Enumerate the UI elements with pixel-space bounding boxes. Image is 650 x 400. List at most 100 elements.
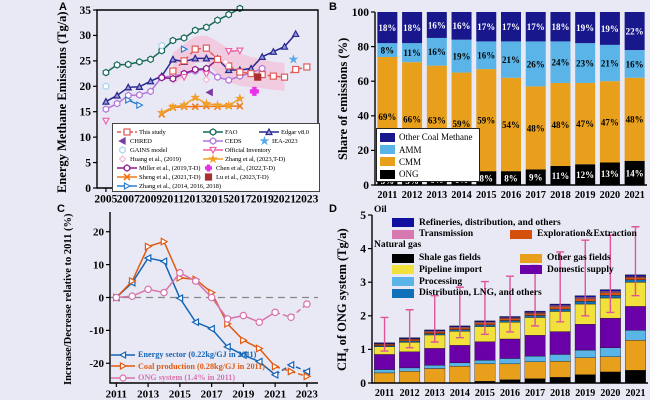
circle-marker-icon [111,374,135,382]
legend-label: Energy sector (0.22kg/GJ in 2011) [138,350,257,360]
svg-text:2017: 2017 [228,194,251,206]
svg-text:2011: 2011 [377,190,397,201]
tri-right-marker-icon [111,362,135,371]
hexagon-marker-icon [119,146,126,154]
legend-label: Lu et al., (2023,T-D) [216,173,269,181]
panel-a-legend-entry: Edgar v8.0 [259,127,309,137]
legend-label: Shale gas fields [419,253,481,264]
svg-text:2021: 2021 [625,388,645,399]
svg-text:2015: 2015 [475,388,495,399]
svg-text:16%: 16% [428,47,446,57]
legend-label: IEA-2023 [272,137,298,145]
svg-text:8%: 8% [381,45,395,55]
svg-text:2019: 2019 [575,388,595,399]
distribution-lng-swatch-icon [392,288,414,298]
panel-a-legend-entry: Sheng et al., (2021,T-D) [117,172,201,182]
svg-text:40: 40 [358,111,370,123]
panel-a-legend-entry: Official Inventory [203,145,271,155]
svg-text:-10: -10 [89,325,104,337]
svg-text:21%: 21% [502,55,520,65]
svg-text:63%: 63% [428,116,446,126]
svg-text:2016: 2016 [500,388,520,399]
panel-a-label: A [59,1,67,13]
svg-text:1: 1 [360,344,366,356]
svg-text:2014: 2014 [450,388,470,399]
panel-b-label: B [329,1,337,13]
panel-c-legend: Energy sector (0.22kg/GJ in 2011) Coal pr… [111,349,321,384]
svg-text:16%: 16% [626,59,644,69]
legend-header-oil: Oil [374,205,387,215]
legend-label: Official Inventory [225,146,271,154]
svg-text:2021: 2021 [624,190,645,201]
svg-text:10: 10 [80,132,92,144]
legend-entry-exploration: Exploration&Extraction [510,229,637,239]
svg-text:2013: 2013 [137,389,160,400]
legend-entry-shale-gas: Shale gas fields [392,253,520,263]
legend-entry-amm: AMM [380,143,479,155]
refineries-swatch-icon [392,218,414,228]
star-marker-icon [203,154,223,164]
panel-a-legend-entry: Zhang et al., (2014, 2016, 2018) [117,181,221,191]
legend-label: AMM [399,144,422,155]
plus-marker-icon [205,164,212,172]
svg-text:0: 0 [363,180,369,192]
svg-text:2020: 2020 [600,388,620,399]
legend-label: Transmission [419,229,474,240]
svg-text:15: 15 [80,107,92,119]
svg-text:30: 30 [80,30,92,42]
legend-entry-processing: Processing [374,276,648,288]
legend-label: GAINS model [130,146,168,154]
legend-label: CEDS [225,137,242,145]
svg-text:19%: 19% [453,52,471,62]
pipeline-import-swatch-icon [392,265,414,275]
panel-d-label: D [329,203,337,215]
panel-a-legend: This study FAO Edgar v8.0 CHRED CEDS IEA-2023… [112,123,320,192]
svg-text:18%: 18% [378,23,396,33]
ong-swatch-icon [380,169,395,179]
svg-text:59%: 59% [453,119,471,129]
svg-text:2017: 2017 [525,190,546,201]
svg-text:2015: 2015 [206,194,229,206]
legend-entry-domestic-supply: Domestic supply [520,265,614,275]
tri-left-marker-icon [118,136,126,146]
svg-text:24%: 24% [551,58,569,68]
legend-label: ONG system (1.4% in 2011) [138,373,236,383]
panel-c-ylabel: Increase/Decrease relative to 2011 (%) [63,213,74,385]
legend-label: CHRED [130,137,152,145]
panel-a-legend-entry: Miller et al., (2019,T-D) [117,163,200,173]
legend-label: Coal production (0.28kg/GJ in 2011) [138,361,266,371]
svg-text:14%: 14% [626,168,644,178]
svg-text:2011: 2011 [106,389,127,400]
legend-entry-transmission: Transmission [392,229,510,239]
tri-down-marker-icon [203,146,223,155]
other-coal-methane-swatch-icon [380,132,395,142]
svg-text:25: 25 [80,56,92,68]
svg-text:17%: 17% [502,22,520,32]
svg-text:2019: 2019 [575,190,596,201]
legend-header-natural-gas: Natural gas [374,240,422,251]
svg-text:13%: 13% [601,169,619,179]
svg-text:12%: 12% [576,170,594,180]
svg-text:8%: 8% [480,173,494,183]
svg-text:54%: 54% [502,120,520,130]
domestic-supply-swatch-icon [520,265,542,275]
svg-text:2019: 2019 [232,389,255,400]
svg-text:2013: 2013 [425,388,445,399]
legend-entry-refineries: Refineries, distribution, and others [374,217,648,229]
panel-a-legend-entry: This study [117,127,166,137]
svg-text:-20: -20 [89,358,104,370]
svg-text:4: 4 [360,243,366,255]
panel-c-legend-entry: Energy sector (0.22kg/GJ in 2011) [111,349,321,361]
processing-swatch-icon [392,277,414,287]
panel-a-legend-entry: GAINS model [117,145,167,155]
legend-label: ONG [399,169,419,180]
svg-text:66%: 66% [403,115,421,125]
exploration-swatch-icon [510,229,532,239]
svg-text:2011: 2011 [375,388,394,399]
x-marker-icon [117,173,137,181]
svg-text:59%: 59% [477,116,495,126]
tri-up-marker-icon [259,127,279,136]
panel-d-ylabel: CH₄ of ONG system (Tg/a) [335,228,349,372]
